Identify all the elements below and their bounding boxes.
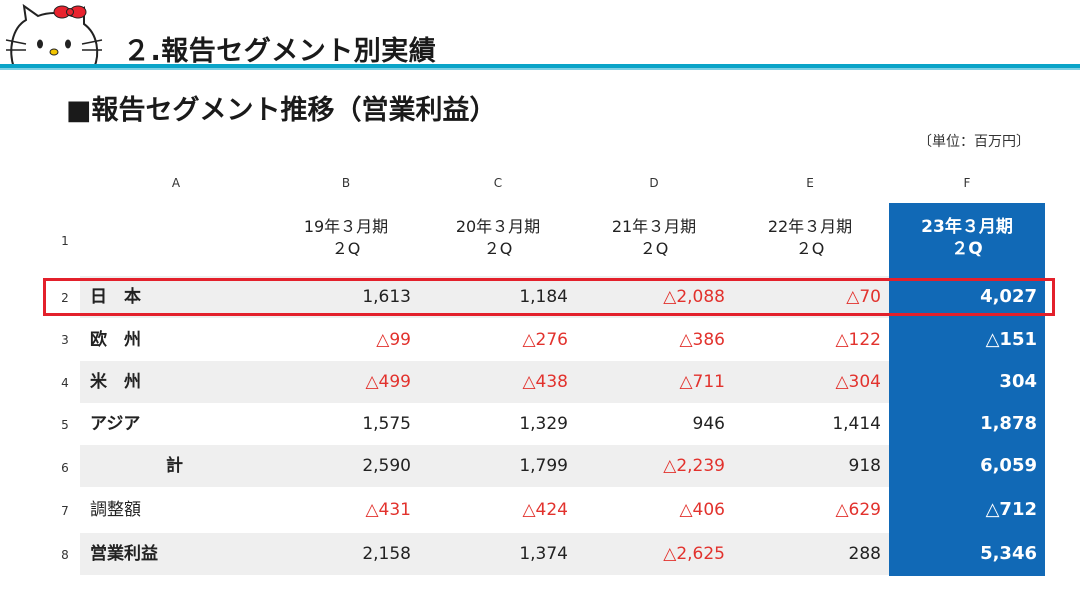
value-cell: △629 <box>835 500 881 520</box>
column-letter-c: C <box>493 176 503 190</box>
value-cell: 2,590 <box>362 456 411 476</box>
row-number-2: 2 <box>61 291 69 305</box>
value-cell: 1,414 <box>832 414 881 434</box>
value-cell: △122 <box>835 330 881 350</box>
table-row: 日 本 1,613 1,184 △2,088 △70 <box>80 276 889 318</box>
value-cell: 1,613 <box>362 287 411 307</box>
value-cell: 1,374 <box>519 544 568 564</box>
row-label: 計 <box>166 456 183 476</box>
row-label: 営業利益 <box>90 544 158 564</box>
value-cell: △99 <box>376 330 411 350</box>
column-letter-f: F <box>963 176 971 190</box>
header-fy19: 19年３月期 ２Q <box>271 216 421 266</box>
column-letter-b: B <box>341 176 351 190</box>
row-number-3: 3 <box>61 333 69 347</box>
value-cell: △406 <box>679 500 725 520</box>
row-number-8: 8 <box>61 548 69 562</box>
title-rule-light <box>0 68 1080 70</box>
table-row: 欧 州 △99 △276 △386 △122 <box>80 319 889 361</box>
header-fy23-line2: ２Q <box>951 239 983 259</box>
value-cell: △2,625 <box>663 544 725 564</box>
header-fy20-line1: 20年３月期 <box>455 217 541 236</box>
column-letter-e: E <box>806 176 814 190</box>
header-fy22: 22年３月期 ２Q <box>735 216 885 266</box>
value-cell: 1,799 <box>519 456 568 476</box>
value-cell: △276 <box>522 330 568 350</box>
value-cell: 918 <box>848 456 881 476</box>
value-cell-fy23: 4,027 <box>980 286 1037 307</box>
header-fy22-line1: 22年３月期 <box>767 217 853 236</box>
title-rule <box>0 64 1080 68</box>
row-number-7: 7 <box>61 504 69 518</box>
value-cell: △424 <box>522 500 568 520</box>
cat-logo <box>4 0 104 72</box>
value-cell-fy23: 6,059 <box>980 455 1037 476</box>
value-cell: 1,184 <box>519 287 568 307</box>
value-cell: △70 <box>846 287 881 307</box>
value-cell: △304 <box>835 372 881 392</box>
value-cell: 288 <box>848 544 881 564</box>
row-label: 欧 州 <box>90 330 141 350</box>
highlight-column <box>889 203 1045 576</box>
value-cell: △438 <box>522 372 568 392</box>
column-letter-d: D <box>649 176 659 190</box>
value-cell-fy23: 5,346 <box>980 543 1037 564</box>
row-label: 米 州 <box>90 372 141 392</box>
header-fy23-line1: 23年３月期 <box>921 217 1013 237</box>
header-fy22-line2: ２Q <box>795 239 825 258</box>
table-row: 営業利益 2,158 1,374 △2,625 288 <box>80 533 889 575</box>
value-cell: △431 <box>365 500 411 520</box>
value-cell: △711 <box>679 372 725 392</box>
row-number-4: 4 <box>61 376 69 390</box>
row-label: 日 本 <box>90 287 141 307</box>
header-fy19-line1: 19年３月期 <box>303 217 389 236</box>
header-fy21: 21年３月期 ２Q <box>579 216 729 266</box>
table-row: 米 州 △499 △438 △711 △304 <box>80 361 889 403</box>
table-row: アジア 1,575 1,329 946 1,414 <box>80 403 889 445</box>
table-row: 計 2,590 1,799 △2,239 918 <box>80 445 889 487</box>
row-number-1: 1 <box>61 234 69 248</box>
value-cell: 2,158 <box>362 544 411 564</box>
value-cell-fy23: 1,878 <box>980 413 1037 434</box>
row-label: アジア <box>90 414 141 434</box>
header-fy20: 20年３月期 ２Q <box>423 216 573 266</box>
header-fy20-line2: ２Q <box>483 239 513 258</box>
value-cell: 1,575 <box>362 414 411 434</box>
value-cell: △386 <box>679 330 725 350</box>
unit-label: 〔単位：百万円〕 <box>918 134 1030 150</box>
header-fy23: 23年３月期 ２Q <box>892 216 1042 266</box>
slide-title: ２.報告セグメント別実績 <box>123 36 437 67</box>
row-number-6: 6 <box>61 461 69 475</box>
value-cell-fy23: △712 <box>985 499 1037 520</box>
header-fy21-line1: 21年３月期 <box>611 217 697 236</box>
column-letter-a: A <box>171 176 181 190</box>
value-cell: △2,239 <box>663 456 725 476</box>
value-cell: △499 <box>365 372 411 392</box>
row-number-5: 5 <box>61 418 69 432</box>
value-cell-fy23: 304 <box>999 371 1037 392</box>
value-cell-fy23: △151 <box>985 329 1037 350</box>
header-fy21-line2: ２Q <box>639 239 669 258</box>
value-cell: 1,329 <box>519 414 568 434</box>
value-cell: 946 <box>692 414 725 434</box>
header-fy19-line2: ２Q <box>331 239 361 258</box>
row-label: 調整額 <box>90 500 141 520</box>
value-cell: △2,088 <box>663 287 725 307</box>
section-title: ■報告セグメント推移（営業利益） <box>66 95 497 126</box>
table-row: 調整額 △431 △424 △406 △629 <box>80 489 889 531</box>
